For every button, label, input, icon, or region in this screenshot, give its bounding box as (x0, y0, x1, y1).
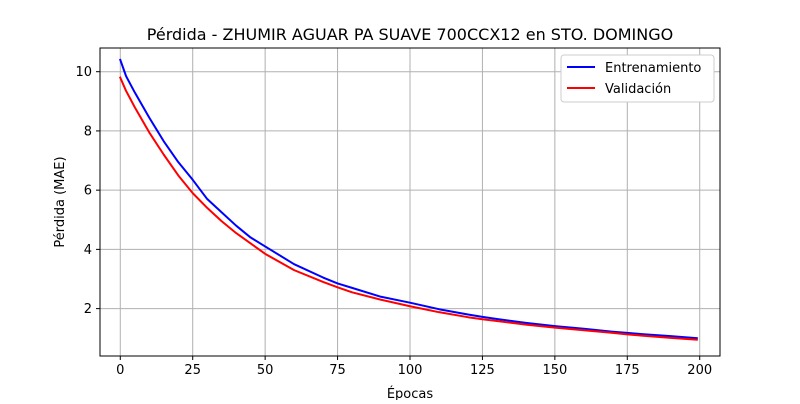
x-axis-ticks: 0 25 50 75 100 125 150 175 200 (116, 356, 712, 378)
x-tick-label: 100 (398, 363, 423, 378)
x-tick-label: 125 (470, 363, 495, 378)
y-axis-ticks: 2 4 6 8 10 (75, 65, 100, 317)
x-tick-label: 200 (687, 363, 712, 378)
x-tick-label: 150 (542, 363, 567, 378)
y-tick-label: 8 (84, 124, 92, 139)
series-line-entrenamiento (119, 58, 698, 340)
x-tick-label: 175 (615, 363, 640, 378)
chart-title: Pérdida - ZHUMIR AGUAR PA SUAVE 700CCX12… (147, 25, 673, 44)
series-line-validacion (118, 76, 698, 341)
y-tick-label: 2 (84, 302, 92, 317)
y-tick-label: 10 (75, 65, 92, 80)
legend-label-validacion: Validación (605, 82, 671, 97)
x-tick-label: 75 (329, 363, 346, 378)
series-lines (118, 58, 698, 341)
y-axis-label: Pérdida (MAE) (53, 156, 68, 247)
x-tick-label: 0 (116, 363, 124, 378)
y-tick-label: 4 (84, 243, 92, 258)
legend: Entrenamiento Validación (560, 54, 715, 103)
x-tick-label: 50 (257, 363, 274, 378)
legend-box (560, 54, 715, 103)
legend-label-entrenamiento: Entrenamiento (605, 61, 701, 76)
x-axis-label: Épocas (387, 386, 434, 400)
y-tick-label: 6 (84, 184, 92, 199)
x-tick-label: 25 (184, 363, 201, 378)
